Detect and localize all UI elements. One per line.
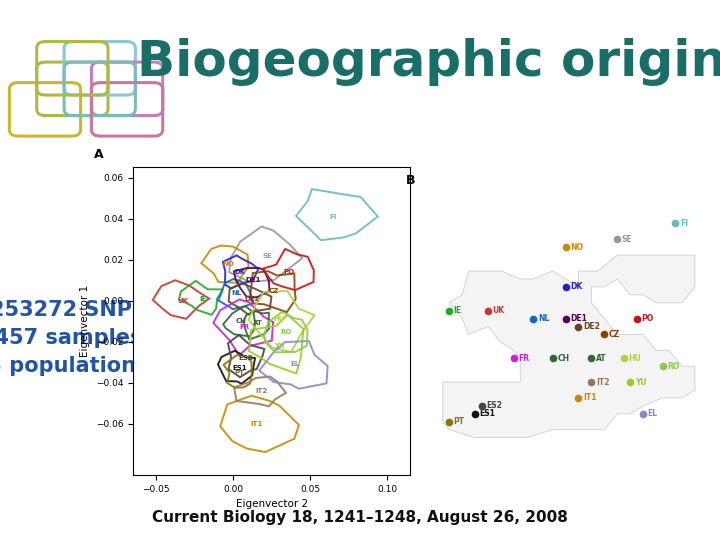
Text: YU: YU [274, 343, 285, 349]
Text: FR: FR [518, 354, 529, 363]
Text: FI: FI [330, 214, 337, 220]
Text: IT2: IT2 [596, 377, 609, 387]
Text: SE: SE [622, 235, 632, 244]
Text: YU: YU [635, 377, 647, 387]
Text: RO: RO [280, 328, 292, 335]
Text: RO: RO [667, 362, 680, 370]
Y-axis label: Eigenvector 1: Eigenvector 1 [81, 285, 90, 357]
Text: A: A [94, 148, 104, 161]
Polygon shape [443, 255, 695, 437]
Text: HU: HU [629, 354, 641, 363]
Text: EL: EL [648, 409, 658, 418]
Text: B: B [406, 174, 415, 187]
Text: NO: NO [570, 242, 583, 252]
Text: DE1: DE1 [246, 277, 261, 284]
Text: CH: CH [557, 354, 570, 363]
Text: AT: AT [596, 354, 606, 363]
Text: 253272 SNP
2457 samples
23 populations: 253272 SNP 2457 samples 23 populations [0, 300, 149, 375]
Text: PO: PO [642, 314, 654, 323]
Text: PT: PT [235, 369, 245, 376]
Text: IT2: IT2 [255, 388, 267, 394]
Text: NL: NL [231, 289, 241, 295]
Text: CH: CH [235, 318, 246, 325]
Text: SE: SE [262, 253, 272, 259]
Text: NL: NL [538, 314, 549, 323]
Text: IT1: IT1 [583, 394, 596, 402]
Text: FI: FI [680, 219, 688, 228]
Text: CZ: CZ [268, 287, 279, 294]
Text: AT: AT [253, 320, 263, 326]
Text: ES2: ES2 [486, 401, 502, 410]
Text: HU: HU [274, 316, 285, 322]
Text: Current Biology 18, 1241–1248, August 26, 2008: Current Biology 18, 1241–1248, August 26… [152, 510, 568, 525]
Text: ES1: ES1 [480, 409, 495, 418]
Text: IE: IE [199, 296, 206, 302]
Text: NO: NO [222, 261, 235, 267]
Text: IE: IE [454, 306, 462, 315]
Text: UK: UK [177, 298, 188, 304]
Text: DE2: DE2 [583, 322, 600, 331]
Text: FR: FR [239, 325, 249, 330]
Text: DK: DK [234, 269, 245, 275]
Text: DE2: DE2 [244, 296, 259, 302]
Text: PT: PT [454, 417, 465, 426]
Text: Biogeographic origin: Biogeographic origin [138, 38, 720, 86]
Text: ES1: ES1 [232, 366, 247, 372]
Text: DK: DK [570, 282, 582, 292]
Text: UK: UK [492, 306, 505, 315]
Text: EL: EL [290, 361, 300, 367]
Text: CZ: CZ [609, 330, 620, 339]
X-axis label: Eigenvector 2: Eigenvector 2 [235, 500, 308, 509]
Text: IT1: IT1 [251, 421, 263, 427]
Text: PO: PO [283, 269, 294, 275]
Text: DE1: DE1 [570, 314, 587, 323]
Text: ES2: ES2 [238, 355, 253, 361]
